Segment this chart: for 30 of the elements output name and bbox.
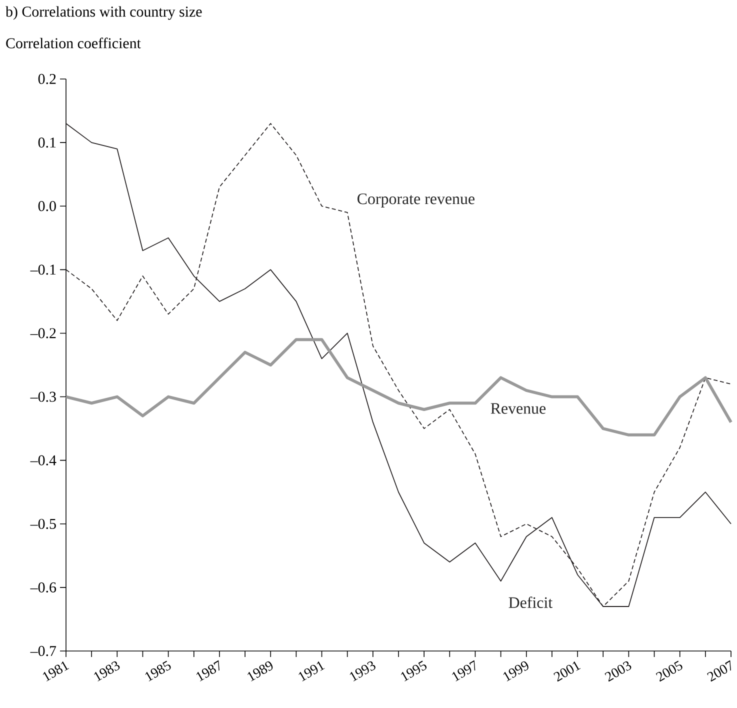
line-series	[66, 123, 732, 607]
x-tick-label: 2001	[554, 661, 581, 682]
y-tick-label: –0.6	[30, 582, 56, 593]
x-tick-label: 1991	[298, 661, 325, 682]
y-tick-label: –0.3	[30, 392, 56, 402]
x-tick-label: 1999	[503, 661, 528, 682]
x-tick-label: 1987	[196, 660, 220, 682]
x-tick-label: 1981	[42, 661, 70, 682]
x-tick-label: 1983	[94, 661, 120, 682]
y-tick-label: –0.5	[30, 518, 56, 529]
y-tick-label: –0.7	[30, 646, 56, 656]
y-tick-label: 0.1	[38, 137, 56, 148]
y-tick-label: –0.1	[30, 264, 56, 275]
x-tick-label: 2003	[604, 661, 632, 682]
y-axis-title: Correlation coefficient	[6, 38, 141, 48]
x-tick-label: 1985	[145, 660, 171, 682]
y-tick-label: 0.2	[38, 74, 56, 84]
x-tick-label: 1989	[248, 661, 273, 682]
x-tick-label: 1993	[350, 661, 376, 682]
series-label: Deficit	[508, 596, 552, 608]
chart-title: b) Correlations with country size	[6, 6, 202, 20]
x-tick-label: 1995	[400, 660, 427, 682]
y-tick-label: –0.4	[30, 455, 56, 466]
x-tick-label: 2007	[707, 660, 731, 682]
series-label: Corporate revenue	[358, 194, 474, 208]
y-tick-label: –0.2	[30, 328, 56, 338]
x-tick-label: 2005	[656, 660, 682, 682]
series-label: Revenue	[490, 403, 546, 414]
x-tick-label: 1997	[452, 660, 476, 682]
y-tick-label: 0.0	[38, 201, 56, 212]
